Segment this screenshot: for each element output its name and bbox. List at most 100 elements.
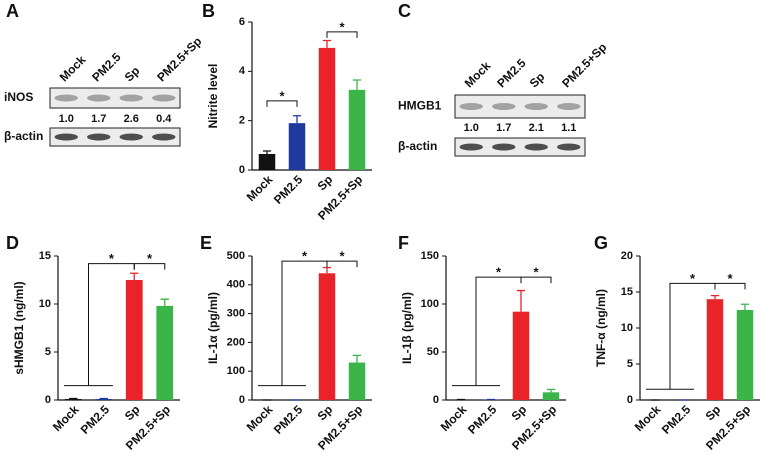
bar: [542, 392, 560, 400]
blot-band: [459, 103, 483, 110]
x-tick-label: Sp: [315, 172, 336, 193]
y-tick-label: 200: [227, 336, 245, 348]
error-bar: [130, 272, 139, 280]
y-tick-label: 20: [621, 250, 633, 262]
error-bar: [516, 289, 526, 312]
y-tick-label: 0: [627, 394, 633, 406]
y-axis-label: TNF-α (ng/ml): [594, 289, 608, 367]
error-bar: [546, 388, 556, 393]
blot-frame: [49, 127, 181, 147]
y-tick-label: 15: [621, 286, 633, 298]
x-tick-label: Mock: [244, 402, 276, 434]
panel-letter: A: [6, 1, 19, 21]
y-tick-label: 4: [239, 65, 246, 77]
y-tick-label: 100: [227, 365, 245, 377]
y-tick-label: 100: [421, 298, 439, 310]
error-bar: [322, 39, 332, 48]
lane-label: Sp: [122, 64, 143, 85]
y-tick-label: 10: [39, 298, 51, 310]
error-bar: [292, 115, 302, 124]
significance-label: *: [727, 271, 733, 286]
significance-bracket: [133, 263, 166, 270]
row-label: β-actin: [4, 129, 43, 143]
x-tick-label: PM2.5: [271, 402, 306, 437]
bar: [64, 399, 82, 400]
y-tick-label: 400: [227, 279, 245, 291]
x-tick-label: PM2.5: [659, 402, 694, 437]
significance-label: *: [302, 249, 308, 264]
blot-band: [459, 143, 483, 151]
significance-bracket: [326, 260, 358, 268]
x-tick-label: PM2.5: [465, 402, 500, 437]
significance-label: *: [339, 19, 345, 34]
blot-band: [524, 143, 548, 151]
blot-frame: [454, 94, 586, 119]
y-tick-label: 15: [39, 250, 51, 262]
error-bar: [262, 150, 272, 154]
x-tick-label: Sp: [703, 402, 724, 423]
error-bar: [322, 266, 332, 274]
y-tick-label: 50: [427, 346, 439, 358]
y-tick-label: 0: [433, 394, 439, 406]
y-tick-label: 300: [227, 308, 245, 320]
y-tick-label: 2: [239, 115, 245, 127]
bar: [156, 305, 174, 400]
ratio-label: 1.0: [464, 122, 479, 134]
x-tick-label: PM2.5: [271, 172, 306, 207]
significance-label: *: [533, 265, 539, 280]
panel-letter: D: [6, 233, 19, 253]
y-axis-label: IL-1α (pg/ml): [206, 292, 220, 364]
significance-label: *: [690, 271, 696, 286]
significance-label: *: [339, 249, 345, 264]
lane-label: PM2.5+Sp: [559, 40, 609, 90]
blot-frame: [454, 137, 586, 157]
x-tick-label: Mock: [50, 402, 82, 434]
blot-band: [152, 133, 176, 141]
significance-bracket: [64, 263, 135, 387]
bar: [125, 280, 143, 400]
blot-band: [557, 103, 581, 110]
blot-band: [119, 94, 143, 102]
significance-label: *: [147, 251, 153, 266]
blot-band: [524, 103, 548, 110]
x-tick-label: Sp: [122, 402, 143, 423]
bar: [706, 299, 724, 400]
panel-letter: G: [594, 233, 608, 253]
error-bar: [740, 303, 750, 310]
error-bar: [352, 354, 362, 363]
significance-bracket: [714, 282, 746, 290]
significance-bracket: [520, 276, 552, 284]
bar: [258, 153, 276, 170]
lane-label: Sp: [527, 70, 548, 91]
blot-band: [492, 103, 516, 110]
blot-band: [87, 94, 111, 102]
ratio-label: 1.7: [496, 122, 511, 134]
y-axis-label: IL-1β (pg/ml): [400, 292, 414, 364]
blot-band: [557, 143, 581, 151]
y-tick-label: 0: [45, 394, 51, 406]
significance-bracket: [266, 100, 298, 107]
significance-label: *: [109, 251, 115, 266]
bar: [318, 47, 336, 170]
x-tick-label: Mock: [438, 402, 470, 434]
lane-label: PM2.5: [494, 56, 529, 91]
x-tick-label: Sp: [315, 402, 336, 423]
significance-bracket: [452, 276, 522, 387]
y-axis-label: sHMGB1 (ng/ml): [12, 281, 26, 374]
y-tick-label: 5: [45, 346, 51, 358]
bar: [348, 89, 366, 170]
row-label: β-actin: [398, 139, 437, 153]
ratio-label: 1.7: [91, 113, 106, 125]
y-tick-label: 5: [627, 358, 633, 370]
significance-bracket: [326, 31, 358, 38]
error-bar: [352, 79, 362, 90]
row-label: iNOS: [4, 90, 33, 104]
y-tick-label: 0: [239, 164, 245, 176]
y-tick-label: 10: [621, 322, 633, 334]
x-tick-label: PM2.5: [78, 402, 113, 437]
y-tick-label: 6: [239, 16, 245, 28]
x-tick-label: Mock: [244, 172, 276, 204]
ratio-label: 1.0: [59, 113, 74, 125]
ratio-label: 2.6: [124, 113, 139, 125]
panel-letter: C: [398, 1, 411, 21]
